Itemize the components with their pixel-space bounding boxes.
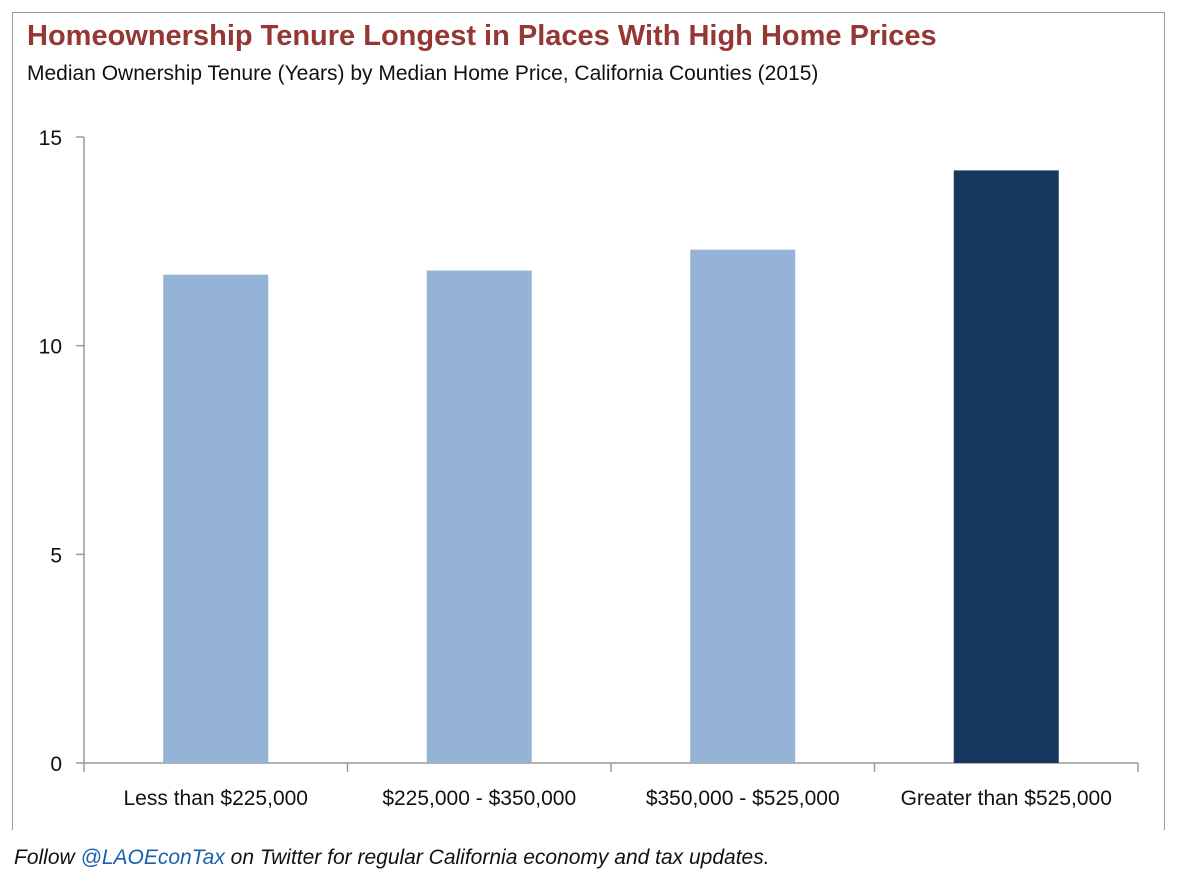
twitter-handle-link[interactable]: @LAOEconTax	[80, 846, 225, 869]
chart-subtitle: Median Ownership Tenure (Years) by Media…	[27, 62, 819, 85]
y-tick-label: 0	[50, 753, 62, 776]
bar-1	[163, 274, 269, 763]
bar-4	[953, 170, 1059, 764]
bar-2	[426, 270, 532, 763]
footer-prefix: Follow	[14, 846, 81, 869]
x-tick-label: Greater than $525,000	[901, 787, 1112, 810]
bar-3	[690, 249, 796, 763]
chart-frame	[12, 12, 1165, 830]
footer-note: Follow @LAOEconTax on Twitter for regula…	[14, 846, 770, 870]
y-tick-label: 10	[39, 336, 62, 359]
x-tick-label: $225,000 - $350,000	[382, 787, 576, 810]
footer-suffix: on Twitter for regular California econom…	[224, 846, 770, 869]
x-tick-label: Less than $225,000	[124, 787, 309, 810]
y-tick-label: 5	[50, 544, 62, 567]
chart-title: Homeownership Tenure Longest in Places W…	[27, 20, 937, 52]
x-tick-label: $350,000 - $525,000	[646, 787, 840, 810]
y-tick-label: 15	[39, 127, 62, 150]
